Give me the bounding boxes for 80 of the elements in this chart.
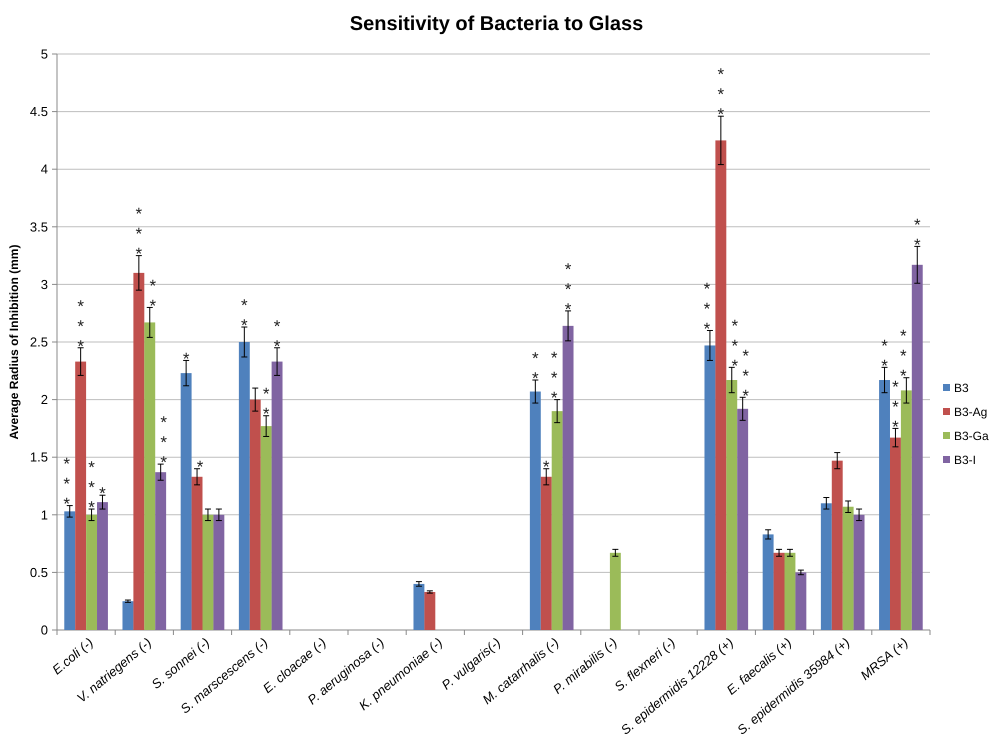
bar [900,390,912,630]
data-label: * [99,484,106,504]
legend-label: B3-I [954,453,976,467]
bar [122,601,134,630]
y-tick-label: 0 [40,622,48,638]
data-label: *** [136,204,143,264]
data-label: *** [88,458,96,518]
y-tick-label: 3.5 [30,219,48,234]
y-tick-label: 1 [40,507,48,522]
data-label: *** [63,454,70,514]
y-tick-label: 5 [40,46,48,62]
bar [842,506,854,630]
data-label: ** [262,384,270,424]
data-label: * [182,349,190,368]
bar [250,400,261,630]
bar [238,342,250,630]
y-tick-label: 0.5 [30,564,48,580]
y-axis-title: Average Radius of Inhibition (mm) [7,244,21,440]
data-label: ** [532,349,540,388]
data-label: ** [149,276,156,316]
data-label: ** [914,215,921,254]
bar [820,503,832,630]
legend-label: B3-Ag [954,405,988,419]
bar [784,552,796,630]
data-label: *** [731,316,738,376]
data-label: *** [564,260,572,319]
bar [832,460,843,630]
data-label: *** [892,377,900,436]
bar [737,408,748,630]
data-label: *** [77,296,84,356]
y-tick-label: 3 [40,276,48,292]
bar [413,584,424,630]
data-label: *** [160,413,168,472]
bar [144,322,156,630]
bar [879,380,890,630]
bar [530,392,541,630]
chart-title: Sensitivity of Bacteria to Glass [350,13,644,35]
y-tick-label: 4 [40,162,48,177]
bar [540,476,552,630]
bar [272,362,283,630]
bar [610,552,621,630]
bar [424,592,436,630]
data-label: ** [241,296,248,336]
y-tick-label: 2.5 [30,334,48,350]
bar [213,514,224,630]
bar [704,345,716,630]
bar [795,572,806,630]
data-label: * [542,458,550,477]
y-tick-label: 1.5 [30,450,48,465]
bar [86,514,98,630]
bar [97,502,108,630]
data-label: *** [900,326,908,386]
bar [202,514,214,630]
legend-label: B3 [954,381,970,395]
data-label: * [196,458,204,477]
bar [715,140,726,630]
bar [762,534,774,630]
bar [890,438,901,630]
bar [133,272,144,630]
bar [562,326,574,630]
data-label: *** [704,279,711,338]
data-label: ** [274,316,281,356]
y-tick-label: 2 [40,392,48,408]
data-label: *** [718,65,725,124]
bar [180,373,192,630]
y-tick-label: 4.5 [30,104,48,120]
bar [774,552,784,630]
bar [192,476,202,630]
bar [726,380,738,630]
bar [64,511,76,630]
data-label: ** [881,336,888,376]
bar [155,472,166,630]
bar [854,514,865,630]
data-label: ** * [742,346,750,406]
data-label: *** [550,348,558,408]
bar [75,362,86,630]
bar [552,411,563,630]
bar [260,426,272,630]
bar [912,264,923,630]
legend-label: B3-Ga [954,429,990,443]
